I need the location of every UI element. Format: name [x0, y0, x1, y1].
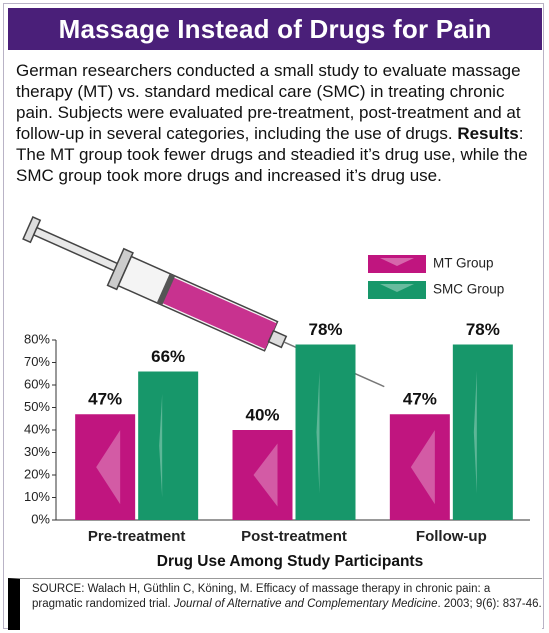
x-tick-label: Post-treatment	[241, 528, 347, 545]
value-label: 66%	[151, 347, 185, 366]
bar	[453, 345, 513, 521]
y-tick-label: 30%	[24, 444, 50, 459]
bar	[138, 372, 198, 521]
y-tick-label: 70%	[24, 354, 50, 369]
y-tick-label: 0%	[31, 511, 50, 526]
legend-label: MT Group	[433, 256, 494, 271]
source-text: . 2003; 9(6): 837-46.	[437, 598, 541, 610]
value-label: 40%	[245, 405, 279, 424]
source: SOURCE: Walach H, Güthlin C, Köning, M. …	[8, 578, 542, 630]
y-tick-label: 20%	[24, 466, 50, 481]
y-tick-label: 80%	[24, 331, 50, 346]
x-tick-label: Follow-up	[416, 528, 487, 545]
value-label: 78%	[308, 320, 342, 339]
legend-label: SMC Group	[433, 282, 504, 297]
source-journal: Journal of Alternative and Complementary…	[174, 598, 438, 610]
chart: 0% 10% 20% 30% 40% 50% 60% 70% 80% Pre-treatment 4…	[0, 0, 549, 633]
bar	[296, 345, 356, 521]
y-tick-label: 40%	[24, 421, 50, 436]
y-tick-label: 10%	[24, 489, 50, 504]
infographic: Massage Instead of Drugs for Pain German…	[0, 0, 549, 633]
x-axis-title: Drug Use Among Study Participants	[157, 553, 423, 570]
value-label: 47%	[403, 390, 437, 409]
x-tick-label: Pre-treatment	[88, 528, 186, 545]
value-label: 78%	[466, 320, 500, 339]
y-tick-label: 50%	[24, 399, 50, 414]
value-label: 47%	[88, 390, 122, 409]
y-tick-label: 60%	[24, 376, 50, 391]
